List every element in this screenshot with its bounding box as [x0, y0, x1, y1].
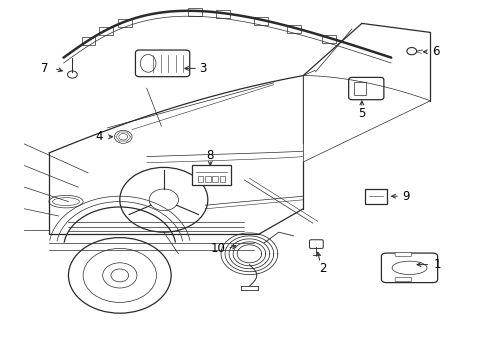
FancyBboxPatch shape	[364, 189, 386, 204]
Text: 9: 9	[401, 190, 409, 203]
FancyBboxPatch shape	[394, 278, 411, 282]
FancyBboxPatch shape	[394, 252, 411, 256]
Text: 10: 10	[210, 242, 225, 255]
Text: 7: 7	[41, 62, 49, 75]
Text: 4: 4	[95, 130, 102, 143]
FancyBboxPatch shape	[99, 27, 113, 35]
FancyBboxPatch shape	[188, 8, 202, 16]
Text: 3: 3	[199, 62, 206, 75]
FancyBboxPatch shape	[287, 25, 301, 33]
FancyBboxPatch shape	[321, 35, 335, 43]
Text: 5: 5	[357, 107, 365, 120]
Text: 1: 1	[433, 258, 441, 271]
Text: 2: 2	[318, 262, 326, 275]
FancyBboxPatch shape	[118, 19, 132, 27]
FancyBboxPatch shape	[135, 50, 189, 77]
Ellipse shape	[140, 54, 156, 72]
FancyBboxPatch shape	[309, 240, 323, 248]
FancyBboxPatch shape	[81, 37, 95, 45]
Text: 8: 8	[206, 149, 214, 162]
FancyBboxPatch shape	[381, 253, 437, 283]
Circle shape	[114, 130, 132, 143]
FancyBboxPatch shape	[191, 165, 231, 185]
FancyBboxPatch shape	[254, 17, 267, 25]
FancyBboxPatch shape	[353, 82, 366, 95]
FancyBboxPatch shape	[348, 77, 383, 100]
Text: 6: 6	[431, 45, 439, 58]
FancyBboxPatch shape	[216, 10, 229, 18]
